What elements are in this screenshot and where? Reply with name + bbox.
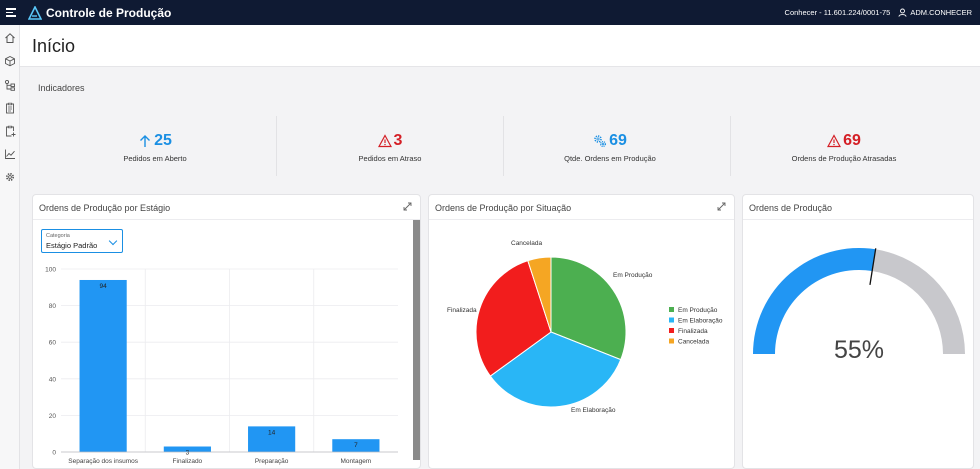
legend-swatch [669,307,674,312]
card-title: Ordens de Produção [749,203,833,213]
gauge-needle [869,248,877,285]
pie-slice-label: Em Produção [613,272,653,279]
bar-value-label: 94 [100,283,108,290]
category-select-value: Estágio Padrão [46,241,98,250]
pie-slice[interactable] [550,256,627,361]
gears-icon [594,135,607,148]
app-logo-icon [28,5,42,20]
arrow-up-icon [140,135,151,147]
bar[interactable] [332,439,380,452]
card-title: Ordens de Produção por Situação [435,203,572,213]
chart-line-icon[interactable] [4,148,16,160]
kpi-label: Pedidos em Aberto [123,154,187,163]
gauge-value-band [753,248,876,354]
card-title: Ordens de Produção por Estágio [39,203,171,213]
card-production-orders-gauge: Ordens de Produção 55% [742,194,974,469]
pie-slice[interactable] [489,331,622,408]
y-tick-label: 80 [49,303,57,310]
bar-value-label: 3 [186,450,190,457]
y-tick-label: 60 [49,340,57,347]
user-name: ADM.CONHECER [910,8,972,17]
warning-icon [377,134,392,148]
card-scrollbar[interactable] [413,220,420,460]
bar-value-label: 7 [354,442,358,449]
y-tick-label: 0 [52,450,56,457]
x-tick-label: Preparação [255,458,289,465]
app-title: Controle de Produção [46,5,172,20]
clipboard-add-icon[interactable] [4,125,16,137]
gauge-remaining-band [872,249,965,354]
warning-icon [827,134,842,148]
kpi-value: 69 [843,132,861,149]
x-tick-label: Finalizado [173,458,203,465]
category-select-label: Categoria [46,233,70,239]
bar[interactable] [163,446,211,452]
kpi-value: 69 [609,132,627,149]
legend-swatch [669,317,674,323]
kpi-label: Ordens de Produção Atrasadas [791,154,897,163]
y-tick-label: 20 [49,413,57,420]
indicators-label: Indicadores [38,83,85,93]
legend-label: Finalizada [678,328,708,335]
expand-icon[interactable] [717,202,726,211]
category-select[interactable]: Categoria Estágio Padrão [41,229,123,253]
kpi-value: 3 [393,132,403,149]
bar[interactable] [79,279,127,452]
user-icon [898,8,907,17]
kpi-open-orders: 25 Pedidos em Aberto [42,115,268,177]
y-tick-label: 40 [49,376,57,383]
kpi-late-orders: 3 Pedidos em Atraso [277,115,503,177]
page-title: Início [32,36,76,56]
kpi-late-production-orders: 69 Ordens de Produção Atrasadas [731,115,957,177]
legend-label: Em Produção [678,307,718,314]
gauge-value-text: 55% [834,336,884,364]
legend-label: Em Elaboração [678,318,723,325]
kpi-divider [503,116,504,176]
kpi-label: Pedidos em Atraso [358,154,422,163]
top-bar: Controle de Produção Conhecer - 11.601.2… [0,0,980,25]
chevron-down-icon [108,236,118,246]
card-orders-by-situation: Ordens de Produção por Situação Em Produ… [428,194,735,469]
company-selector[interactable]: Conhecer - 11.601.224/0001-75 [784,8,891,17]
expand-icon[interactable] [403,202,412,211]
user-menu[interactable]: ADM.CONHECER [898,8,972,17]
kpi-label: Qtde. Ordens em Produção [564,154,656,163]
menu-icon[interactable] [6,8,24,17]
x-tick-label: Separação dos insumos [68,458,138,465]
pie-chart: Em Produção Em Elaboração Finalizada Cancel… [447,240,723,414]
pie-slice[interactable] [475,260,552,377]
box-icon[interactable] [4,55,16,67]
kpi-value: 25 [154,132,172,149]
sidebar [0,25,20,469]
hierarchy-icon[interactable] [4,79,16,91]
legend-swatch [669,328,674,333]
card-orders-by-stage: Ordens de Produção por Estágio Categoria… [32,194,421,469]
x-tick-label: Montagem [341,458,372,465]
y-tick-label: 100 [45,267,56,274]
gear-icon[interactable] [4,171,16,183]
pie-slice-label: Cancelada [511,240,542,247]
pie-slice-label: Finalizada [447,307,477,314]
kpi-divider [276,116,277,176]
bar-chart: 0 20 40 60 80 100 94 Separação dos insumos 3Fina… [45,267,398,465]
gauge-chart: 55% [753,248,965,364]
pie-slice[interactable] [527,256,552,333]
pie-slice-label: Em Elaboração [571,407,616,414]
bar-value-label: 14 [268,429,276,436]
bar[interactable] [248,426,296,452]
kpi-orders-in-production: 69 Qtde. Ordens em Produção [497,115,723,177]
legend-label: Cancelada [678,339,709,346]
page-header: Início [20,25,980,67]
home-icon[interactable] [4,32,16,44]
kpi-divider [730,116,731,176]
clipboard-icon[interactable] [4,102,16,114]
legend-swatch [669,338,674,344]
